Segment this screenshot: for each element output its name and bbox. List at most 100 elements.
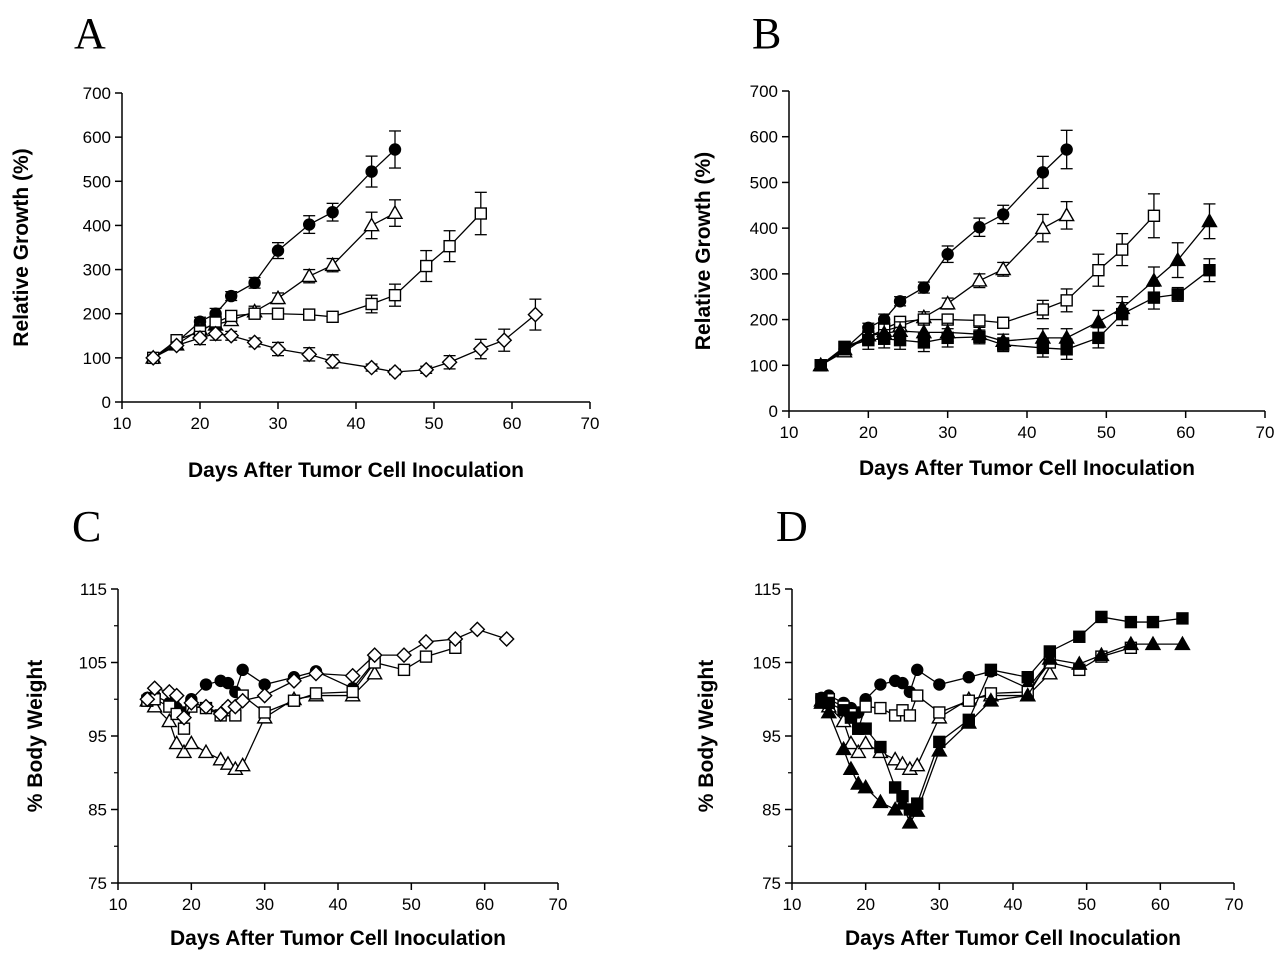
y-tick-label: 600 bbox=[750, 128, 778, 147]
x-tick-label: 60 bbox=[1151, 895, 1170, 914]
data-point bbox=[1201, 212, 1218, 228]
data-point bbox=[183, 734, 200, 750]
data-point bbox=[324, 256, 341, 272]
data-point bbox=[1073, 630, 1086, 643]
data-point bbox=[1171, 288, 1184, 301]
data-point bbox=[894, 795, 911, 810]
data-point bbox=[941, 331, 954, 345]
data-point bbox=[223, 327, 240, 344]
y-tick-label: 105 bbox=[753, 654, 781, 673]
data-point bbox=[813, 694, 830, 709]
data-point bbox=[303, 218, 316, 231]
data-point bbox=[168, 687, 185, 704]
y-tick-label: 200 bbox=[83, 305, 111, 324]
data-point bbox=[388, 288, 402, 302]
data-point bbox=[248, 276, 261, 290]
data-point bbox=[1060, 143, 1073, 156]
y-axis-title: Relative Growth (%) bbox=[692, 152, 715, 350]
x-tick-label: 10 bbox=[780, 423, 799, 442]
data-point bbox=[893, 333, 907, 347]
data-point bbox=[837, 704, 850, 717]
data-point bbox=[893, 295, 907, 308]
panel-c-body-weight-chart: 10 20 30 40 50 60 70 75 85 95 105 115 Days After Tum… bbox=[24, 580, 567, 950]
data-point bbox=[901, 814, 919, 829]
panel-c-series-3 bbox=[141, 641, 462, 735]
data-point bbox=[443, 239, 456, 253]
y-tick-label: 95 bbox=[762, 727, 781, 746]
series-line bbox=[152, 212, 396, 359]
data-point bbox=[420, 259, 433, 273]
x-tick-label: 40 bbox=[329, 895, 348, 914]
data-point bbox=[1034, 219, 1052, 235]
data-point bbox=[859, 700, 872, 713]
data-point bbox=[917, 281, 931, 294]
data-point bbox=[1071, 655, 1088, 670]
y-tick-label: 100 bbox=[750, 356, 778, 375]
x-tick-label: 20 bbox=[859, 423, 878, 442]
data-point bbox=[917, 336, 931, 349]
data-point bbox=[1122, 635, 1140, 651]
y-tick-label: 500 bbox=[750, 173, 778, 192]
panel-d-body-weight-chart: 10 20 30 40 50 60 70 75 85 95 105 115 Days After Tum… bbox=[695, 580, 1243, 950]
data-point bbox=[309, 687, 323, 700]
data-point bbox=[1174, 635, 1191, 651]
data-point bbox=[933, 706, 946, 719]
data-point bbox=[271, 307, 285, 320]
data-point bbox=[842, 734, 860, 750]
y-tick-label: 200 bbox=[750, 311, 778, 330]
data-point bbox=[472, 341, 489, 358]
data-point bbox=[857, 734, 874, 750]
data-point bbox=[997, 338, 1010, 351]
data-point bbox=[872, 793, 889, 809]
data-point bbox=[1124, 615, 1138, 629]
data-point bbox=[207, 325, 224, 342]
data-point bbox=[269, 289, 287, 305]
data-point bbox=[994, 260, 1012, 276]
data-point bbox=[857, 779, 874, 794]
data-point bbox=[1041, 665, 1059, 680]
data-point bbox=[271, 244, 285, 257]
data-point bbox=[1041, 650, 1059, 665]
data-point bbox=[256, 687, 273, 704]
data-point bbox=[496, 332, 513, 349]
x-tick-label: 30 bbox=[930, 895, 949, 914]
y-tick-label: 700 bbox=[750, 82, 778, 101]
x-axis-title: Days After Tumor Cell Inoculation bbox=[188, 459, 524, 482]
series-line bbox=[820, 643, 1183, 825]
data-point bbox=[842, 760, 860, 776]
data-point bbox=[234, 756, 251, 772]
series-line bbox=[147, 647, 456, 731]
data-point bbox=[163, 700, 176, 713]
x-tick-label: 60 bbox=[503, 414, 522, 433]
y-tick-label: 300 bbox=[83, 261, 111, 280]
data-point bbox=[1147, 291, 1161, 304]
data-point bbox=[997, 316, 1010, 329]
data-point bbox=[224, 289, 238, 303]
panel-c-series-4 bbox=[139, 621, 515, 726]
data-point bbox=[474, 207, 487, 220]
data-point bbox=[1203, 264, 1216, 277]
panel-d-letter: D bbox=[776, 502, 808, 551]
data-point bbox=[878, 332, 891, 345]
data-point bbox=[984, 663, 998, 677]
data-point bbox=[962, 671, 975, 684]
data-point bbox=[909, 756, 926, 772]
x-tick-label: 50 bbox=[425, 414, 444, 433]
data-point bbox=[246, 334, 263, 351]
data-point bbox=[161, 712, 178, 728]
series-line bbox=[820, 269, 1210, 366]
x-tick-label: 50 bbox=[402, 895, 421, 914]
x-tick-label: 10 bbox=[109, 895, 128, 914]
series-line bbox=[152, 314, 536, 373]
data-point bbox=[1146, 615, 1160, 629]
data-point bbox=[303, 308, 316, 321]
y-tick-label: 115 bbox=[754, 580, 781, 599]
data-point bbox=[419, 650, 433, 663]
data-point bbox=[1058, 206, 1075, 222]
x-axis-title: Days After Tumor Cell Inoculation bbox=[845, 927, 1181, 950]
data-point bbox=[363, 359, 380, 376]
x-tick-label: 70 bbox=[1225, 895, 1244, 914]
data-point bbox=[145, 349, 162, 366]
data-point bbox=[1036, 341, 1050, 355]
